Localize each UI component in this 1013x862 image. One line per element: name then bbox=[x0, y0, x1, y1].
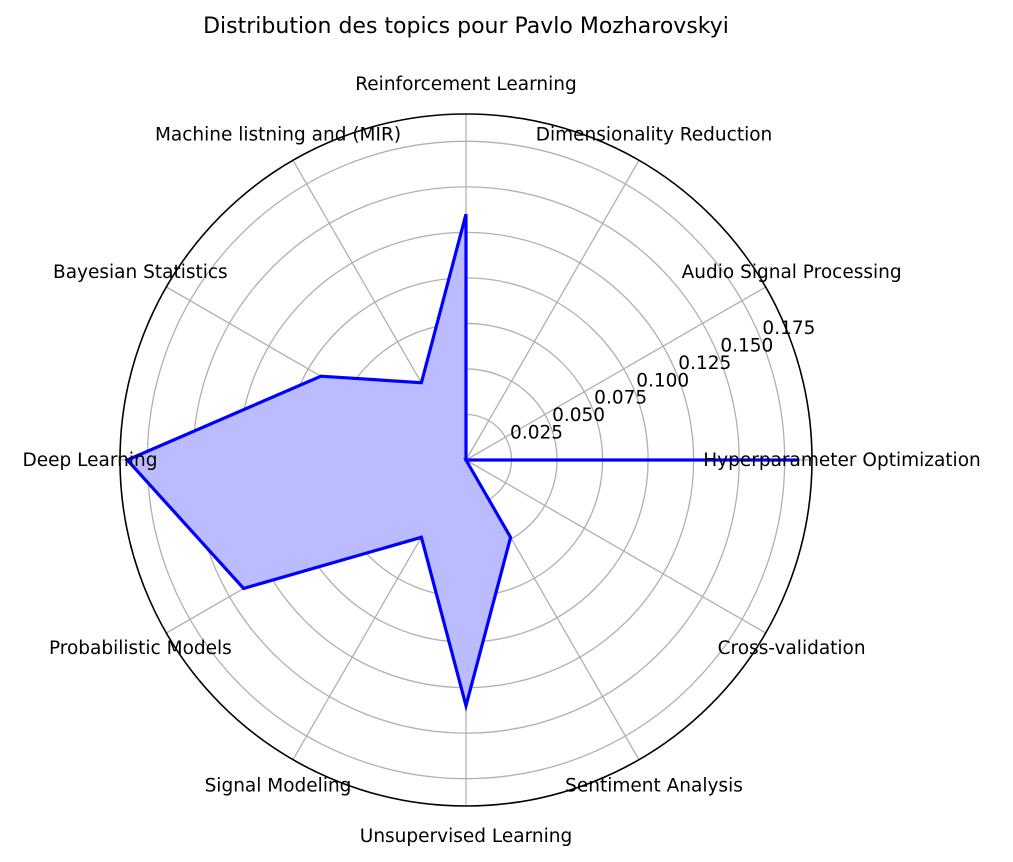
category-label-7: Probabilistic Models bbox=[49, 638, 232, 659]
chart-title: Distribution des topics pour Pavlo Mozha… bbox=[203, 14, 729, 39]
rtick-label-6: 0.175 bbox=[762, 318, 815, 339]
category-label-6: Deep Learning bbox=[23, 450, 158, 471]
rtick-label-4: 0.125 bbox=[678, 353, 731, 374]
category-label-2: Dimensionality Reduction bbox=[536, 124, 773, 145]
polar-frame bbox=[119, 113, 813, 807]
rtick-label-0: 0.025 bbox=[510, 423, 563, 444]
rtick-label-2: 0.075 bbox=[594, 388, 647, 409]
category-label-9: Unsupervised Learning bbox=[360, 826, 572, 847]
rtick-label-5: 0.150 bbox=[720, 335, 773, 356]
category-label-1: Audio Signal Processing bbox=[682, 262, 902, 283]
category-label-4: Machine listning and (MIR) bbox=[155, 124, 401, 145]
category-label-3: Reinforcement Learning bbox=[355, 74, 576, 95]
series-area bbox=[127, 214, 800, 706]
spoke-11 bbox=[465, 459, 766, 634]
category-label-11: Cross-validation bbox=[718, 638, 866, 659]
rtick-label-1: 0.050 bbox=[552, 405, 605, 426]
category-label-8: Signal Modeling bbox=[205, 776, 352, 797]
data-layer bbox=[124, 213, 800, 713]
series-line bbox=[124, 213, 800, 713]
category-labels: Hyperparameter Optimization Audio Signal … bbox=[23, 74, 981, 847]
rtick-label-3: 0.100 bbox=[636, 370, 689, 391]
spoke-2 bbox=[465, 160, 640, 461]
category-label-5: Bayesian Statistics bbox=[53, 262, 228, 283]
spoke-1 bbox=[465, 286, 766, 461]
category-label-0: Hyperparameter Optimization bbox=[703, 450, 980, 471]
category-label-10: Sentiment Analysis bbox=[565, 776, 743, 797]
